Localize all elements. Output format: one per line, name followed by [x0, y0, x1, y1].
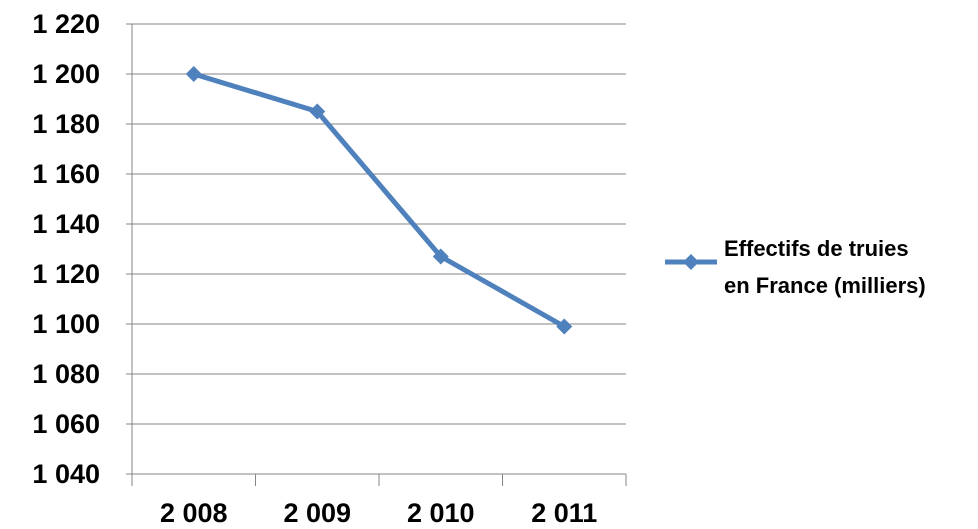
- series-line: [193, 71, 566, 329]
- y-tick-label: 1 100: [32, 309, 100, 339]
- data-point-marker: [432, 248, 449, 265]
- y-tick-label: 1 140: [32, 209, 100, 239]
- x-tick-label: 2 009: [283, 498, 351, 528]
- y-tick-label: 1 200: [32, 59, 100, 89]
- legend: Effectifs de truies en France (milliers): [665, 236, 926, 298]
- y-tick-label: 1 220: [32, 9, 100, 39]
- y-tick-label: 1 180: [32, 109, 100, 139]
- x-tick-label: 2 010: [407, 498, 475, 528]
- legend-label-line-1: Effectifs de truies: [724, 236, 909, 261]
- data-point-marker: [185, 66, 202, 82]
- y-tick-label: 1 160: [32, 159, 100, 189]
- data-point-marker: [309, 103, 326, 120]
- y-tick-label: 1 120: [32, 259, 100, 289]
- x-tick-label: 2 008: [160, 498, 228, 528]
- x-tick-label: 2 011: [531, 498, 597, 528]
- plot-series: [185, 66, 573, 335]
- y-tick-label: 1 080: [32, 359, 100, 389]
- y-tick-labels: 1 040 1 060 1 080 1 100 1 120 1 140 1 160 1 180…: [32, 9, 100, 489]
- data-point-marker: [556, 318, 573, 335]
- axes: [126, 23, 627, 486]
- legend-label-line-2: en France (milliers): [724, 273, 926, 298]
- gridlines: [132, 23, 626, 425]
- y-tick-label: 1 040: [32, 459, 100, 489]
- legend-marker-diamond: [683, 254, 699, 270]
- y-tick-label: 1 060: [32, 409, 100, 439]
- x-tick-labels: 2 008 2 009 2 010 2 011: [160, 498, 597, 528]
